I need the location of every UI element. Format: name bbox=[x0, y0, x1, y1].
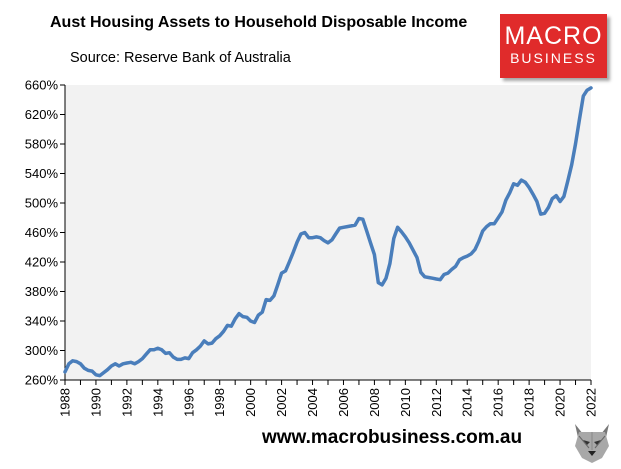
y-tick-label: 420% bbox=[25, 255, 59, 270]
x-tick-label: 2000 bbox=[243, 388, 258, 417]
x-tick-label: 1990 bbox=[88, 388, 103, 417]
y-tick-label: 540% bbox=[25, 166, 59, 181]
x-tick-label: 2004 bbox=[305, 388, 320, 417]
x-tick-label: 2022 bbox=[584, 388, 599, 417]
x-tick-label: 2006 bbox=[336, 388, 351, 417]
x-tick-label: 1988 bbox=[58, 388, 73, 417]
x-tick-label: 1992 bbox=[119, 388, 134, 417]
y-tick-label: 300% bbox=[25, 343, 59, 358]
x-tick-label: 1994 bbox=[150, 388, 165, 417]
y-tick-label: 260% bbox=[25, 373, 59, 388]
macrobusiness-logo: MACRO BUSINESS bbox=[500, 14, 607, 78]
footer-url: www.macrobusiness.com.au bbox=[262, 427, 523, 448]
x-tick-label: 2016 bbox=[491, 388, 506, 417]
y-tick-label: 580% bbox=[25, 137, 59, 152]
x-tick-label: 2018 bbox=[522, 388, 537, 417]
x-tick-label: 2020 bbox=[553, 388, 568, 417]
x-tick-label: 1996 bbox=[181, 388, 196, 417]
x-tick-label: 2012 bbox=[429, 388, 444, 417]
y-tick-label: 660% bbox=[25, 78, 59, 93]
x-tick-label: 2002 bbox=[274, 388, 289, 417]
x-tick-label: 1998 bbox=[212, 388, 227, 417]
chart-title: Aust Housing Assets to Household Disposa… bbox=[50, 14, 468, 31]
logo-line-macro: MACRO bbox=[504, 22, 603, 50]
y-tick-label: 340% bbox=[25, 314, 59, 329]
plot-area bbox=[65, 85, 591, 380]
y-tick-label: 380% bbox=[25, 284, 59, 299]
y-tick-label: 500% bbox=[25, 196, 59, 211]
y-tick-label: 460% bbox=[25, 225, 59, 240]
logo-line-business: BUSINESS bbox=[510, 50, 597, 66]
x-tick-label: 2008 bbox=[367, 388, 382, 417]
y-tick-label: 620% bbox=[25, 107, 59, 122]
series-line bbox=[63, 86, 593, 378]
x-tick-label: 2014 bbox=[460, 388, 475, 417]
chart-subtitle: Source: Reserve Bank of Australia bbox=[70, 50, 291, 66]
wolf-head-icon bbox=[569, 420, 615, 464]
x-tick-label: 2010 bbox=[398, 388, 413, 417]
